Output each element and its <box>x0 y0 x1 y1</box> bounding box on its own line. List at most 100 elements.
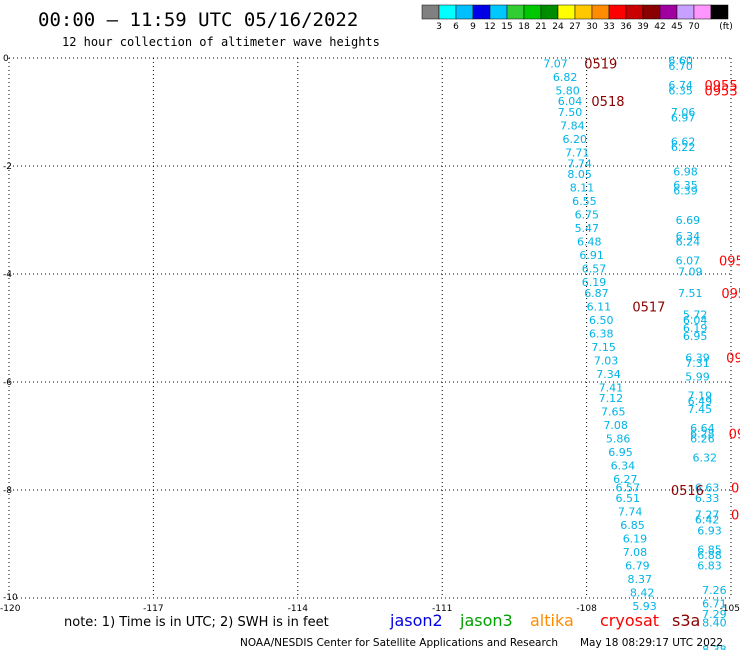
data-point-label: 6.20 <box>563 133 588 146</box>
legend-label: 3 <box>436 22 442 32</box>
data-point-label: 8.37 <box>628 573 653 586</box>
legend-label: 36 <box>620 22 632 32</box>
legend-swatch <box>455 4 474 20</box>
legend-label: 18 <box>518 22 530 32</box>
pass-time-label: 0516 <box>671 484 704 499</box>
legend-swatch <box>625 4 644 20</box>
satellite-s3a: s3a <box>672 611 700 630</box>
data-point-label: 6.85 <box>620 519 645 532</box>
legend-swatch <box>506 4 525 20</box>
data-point-label: 6.19 <box>623 533 648 546</box>
legend-swatch <box>710 4 729 20</box>
data-point-label: 7.03 <box>594 354 619 367</box>
y-tick-label: -4 <box>3 270 12 280</box>
legend-label: 42 <box>654 22 665 32</box>
data-point-label: 8.11 <box>570 182 595 195</box>
data-point-label: 6.57 <box>615 481 640 494</box>
data-point-label: 6.38 <box>589 327 614 340</box>
legend-label: 70 <box>688 22 700 32</box>
legend-label: 15 <box>501 22 512 32</box>
satellite-jason3: jason3 <box>459 611 513 630</box>
data-point-label: 6.42 <box>695 514 720 527</box>
legend-swatch <box>693 4 712 20</box>
data-point-label: 6.79 <box>625 560 650 573</box>
data-point-label: 6.98 <box>673 165 698 178</box>
data-point-label: 7.06 <box>671 106 696 119</box>
footer-credit: NOAA/NESDIS Center for Satellite Applica… <box>240 637 558 649</box>
data-point-label: 7.31 <box>685 357 710 370</box>
data-point-label: 6.39 <box>685 352 710 365</box>
data-point-label: 7.71 <box>565 147 590 160</box>
data-point-label: 6.49 <box>688 395 713 408</box>
data-point-label: 6.32 <box>692 452 717 465</box>
data-point-label: 7.07 <box>543 57 568 70</box>
data-point-label: 6.87 <box>584 287 609 300</box>
legend-label: 6 <box>453 22 459 32</box>
satellite-altika: altika <box>530 611 574 630</box>
data-point-label: 6.34 <box>676 230 701 243</box>
data-point-label: 7.29 <box>702 608 727 621</box>
data-point-label: 6.95 <box>683 330 708 343</box>
legend-swatch <box>574 4 593 20</box>
legend-swatch <box>438 4 457 20</box>
y-tick-label: -10 <box>3 593 18 603</box>
data-point-label: 6.04 <box>683 314 708 327</box>
legend-swatch <box>676 4 695 20</box>
data-point-label: 7.41 <box>599 381 624 394</box>
data-point-label: 7.19 <box>688 390 713 403</box>
y-tick-label: 0 <box>3 54 9 64</box>
data-point-label: 6.88 <box>697 549 722 562</box>
pass-time-label: 095 <box>721 287 740 302</box>
y-tick-label: -8 <box>3 486 12 496</box>
data-point-label: 7.12 <box>599 392 624 405</box>
data-point-label: 6.22 <box>671 141 696 154</box>
data-point-label: 8.38 <box>702 643 727 650</box>
data-point-label: 7.74 <box>618 506 643 519</box>
data-point-label: 8.42 <box>630 587 655 600</box>
legend-swatch <box>540 4 559 20</box>
data-point-label: 5.93 <box>632 600 657 613</box>
data-point-label: 7.51 <box>678 287 703 300</box>
footer-timestamp: May 18 08:29:17 UTC 2022 <box>580 637 723 649</box>
data-point-label: 6.69 <box>676 214 701 227</box>
data-point-label: 6.51 <box>615 492 640 505</box>
data-point-label: 6.04 <box>558 95 583 108</box>
data-point-label: 6.93 <box>697 525 722 538</box>
data-point-label: 7.34 <box>596 368 621 381</box>
data-point-label: 6.48 <box>577 236 602 249</box>
x-tick-label: -111 <box>432 604 452 614</box>
data-point-label: 5.80 <box>555 84 580 97</box>
chart-title: 00:00 – 11:59 UTC 05/16/2022 <box>38 9 358 31</box>
data-point-label: 7.08 <box>603 419 628 432</box>
pass-time-label: 095 <box>719 255 740 270</box>
legend-swatch <box>642 4 661 20</box>
data-point-label: 5.86 <box>606 433 631 446</box>
legend-swatch <box>659 4 678 20</box>
data-point-label: 6.57 <box>582 263 607 276</box>
y-tick-label: -2 <box>3 162 12 172</box>
chart-subtitle: 12 hour collection of altimeter wave hei… <box>62 35 380 49</box>
data-point-label: 6.70 <box>668 60 693 73</box>
legend-swatch <box>608 4 627 20</box>
pass-time-label: 09 <box>729 427 740 442</box>
data-point-label: 6.07 <box>676 255 701 268</box>
data-point-label: 7.26 <box>702 584 727 597</box>
data-point-label: 5.47 <box>575 222 600 235</box>
legend-label: 9 <box>470 22 476 32</box>
data-point-label: 6.19 <box>683 322 708 335</box>
pass-time-label: 0 <box>731 481 739 496</box>
data-point-label: 6.82 <box>553 71 578 84</box>
data-point-label: 6.60 <box>668 55 693 68</box>
x-tick-label: -117 <box>143 604 163 614</box>
legend-label: 39 <box>637 22 649 32</box>
data-point-label: 7.84 <box>560 120 585 133</box>
pass-time-label: 0518 <box>591 95 624 110</box>
x-tick-label: -120 <box>0 604 21 614</box>
legend-swatch <box>557 4 576 20</box>
legend-swatch <box>523 4 542 20</box>
data-point-label: 6.83 <box>697 560 722 573</box>
footer-note: note: 1) Time is in UTC; 2) SWH is in fe… <box>64 615 329 630</box>
satellite-legend: jason2 jason3 altika cryosat s3a <box>389 611 700 630</box>
data-point-label: 7.09 <box>678 265 703 278</box>
data-point-label: 7.74 <box>567 157 592 170</box>
